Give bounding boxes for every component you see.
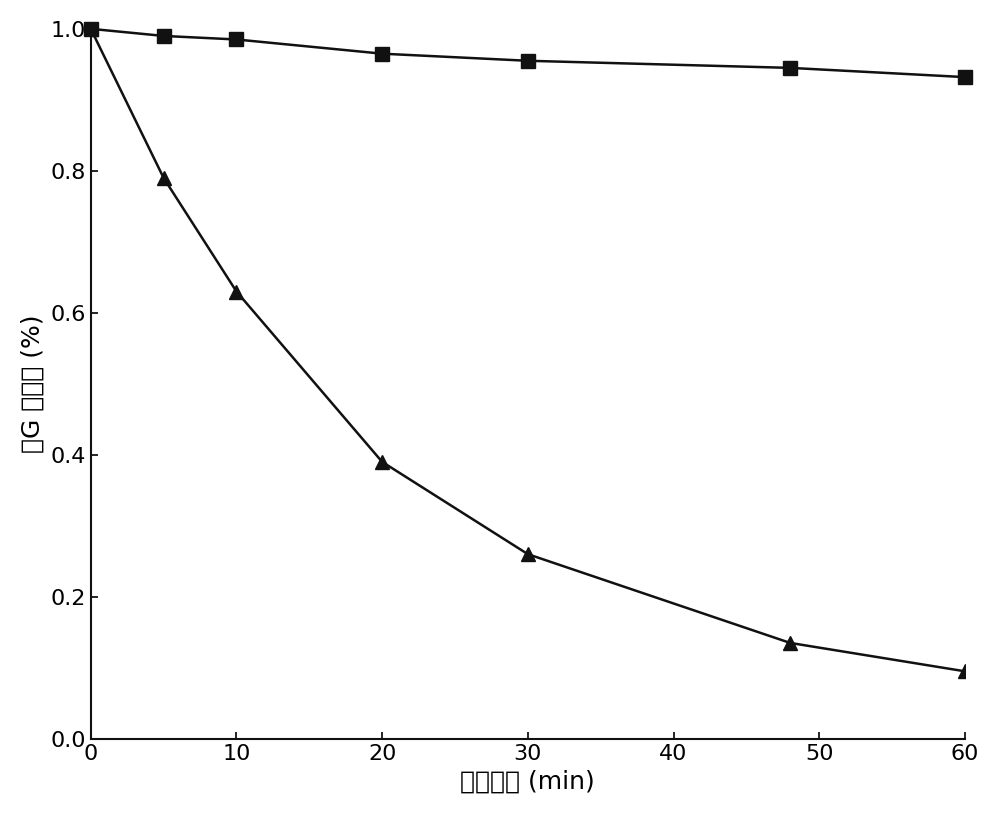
X-axis label: 反应时间 (min): 反应时间 (min): [460, 769, 595, 793]
Y-axis label: 橙G 剩余率 (%): 橙G 剩余率 (%): [21, 314, 45, 453]
